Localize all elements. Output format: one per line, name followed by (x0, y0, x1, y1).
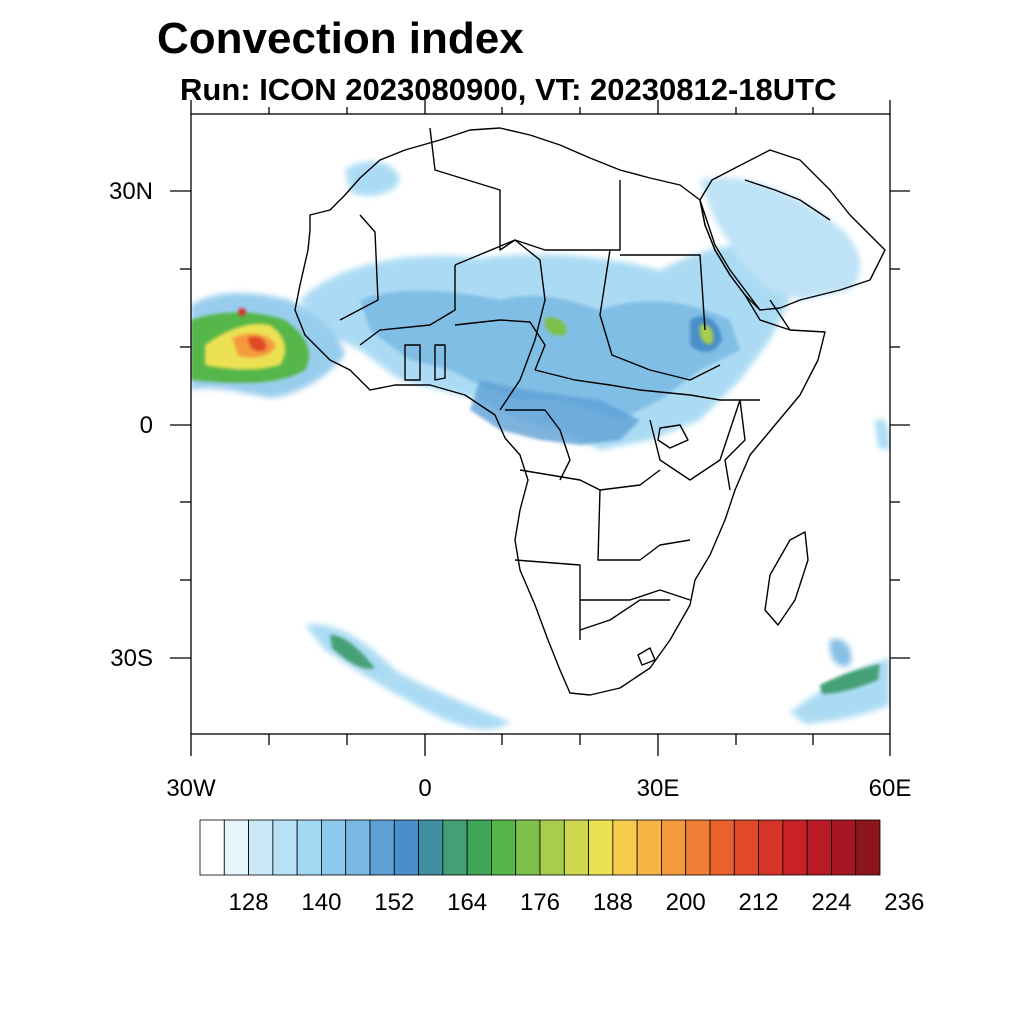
colorbar-swatch (806, 819, 832, 876)
lat-label-30s: 30S (110, 645, 153, 672)
colorbar-label: 188 (592, 889, 633, 916)
plot-frame (190, 113, 891, 735)
lesotho (637, 647, 656, 666)
field-core-red (248, 336, 267, 352)
colorbar-swatch (855, 819, 881, 876)
border-16 (579, 599, 670, 631)
border-7 (359, 265, 456, 346)
colorbar-swatch (442, 819, 468, 876)
field-south-atl-mid (330, 635, 375, 669)
border-2 (429, 127, 546, 251)
border-15 (580, 589, 691, 601)
colorbar-label: 236 (884, 889, 925, 916)
border-21 (769, 299, 791, 331)
colorbar-label: 176 (519, 889, 561, 916)
border-1 (339, 214, 379, 321)
border-8 (454, 319, 546, 371)
border-11 (519, 469, 661, 491)
field-madagascar-e (829, 639, 852, 667)
red-sea (699, 199, 761, 311)
colorbar-swatch (758, 819, 784, 876)
lon-label-60e: 60E (868, 775, 912, 802)
colorbar-swatch (733, 819, 759, 876)
lon-label-30w: 30W (166, 775, 216, 802)
colorbar-swatch (661, 819, 687, 876)
colorbar-label: 200 (665, 889, 706, 916)
border-5 (454, 239, 546, 411)
border-3 (545, 180, 621, 251)
field-arabia-light (700, 177, 861, 300)
madagascar (764, 531, 809, 626)
colorbar-swatch (563, 819, 589, 876)
colorbar-swatch (369, 819, 395, 876)
colorbar-swatch (612, 819, 638, 876)
colorbar-swatch (636, 819, 662, 876)
field-green-ssudan (544, 317, 567, 336)
colorbar-swatch (272, 819, 298, 876)
colorbar-swatch (831, 819, 857, 876)
border-6 (599, 249, 721, 381)
convection-field (191, 161, 890, 730)
border-17 (724, 399, 746, 491)
colorbar-label: 224 (811, 889, 852, 916)
border-19 (404, 344, 421, 381)
border-4 (620, 254, 706, 331)
lat-label-0: 0 (139, 412, 153, 439)
field-atlas-light (345, 161, 400, 196)
colorbar-swatch (515, 819, 541, 876)
map-boundaries (294, 127, 886, 696)
colorbar-swatch (296, 819, 322, 876)
border-9 (534, 369, 691, 396)
field-indian-mid (820, 664, 880, 694)
field-green-ethiopia (699, 324, 714, 345)
field-sahel-mid (360, 290, 740, 420)
border-14 (514, 559, 581, 640)
border-22 (744, 179, 831, 221)
colorbar-swatch (199, 819, 225, 876)
colorbar-label: 164 (447, 889, 488, 916)
colorbar-swatch (418, 819, 444, 876)
chart-subtitle: Run: ICON 2023080900, VT: 20230812-18UTC (180, 72, 837, 107)
colorbar-swatch (539, 819, 565, 876)
colorbar (199, 819, 881, 876)
colorbar-label: 140 (301, 889, 342, 916)
colorbar-swatch (466, 819, 492, 876)
colorbar-swatch (248, 819, 274, 876)
lon-label-0: 0 (418, 775, 432, 802)
border-20 (434, 344, 446, 381)
border-10 (505, 409, 571, 481)
axis-ticks (170, 100, 910, 756)
colorbar-swatch (345, 819, 371, 876)
colorbar-label: 212 (738, 889, 779, 916)
colorbar-label: 152 (374, 889, 415, 916)
chart-title: Convection index (157, 14, 524, 63)
colorbar-swatch (223, 819, 249, 876)
border-13 (597, 489, 691, 561)
colorbar-swatch (709, 819, 735, 876)
lake-victoria (657, 424, 689, 449)
lon-label-30e: 30E (636, 775, 680, 802)
field-congo-mid (470, 380, 640, 445)
colorbar-swatch (782, 819, 808, 876)
colorbar-swatch (321, 819, 347, 876)
colorbar-swatch (393, 819, 419, 876)
border-12 (649, 399, 741, 481)
colorbar-swatch (588, 819, 614, 876)
arabia-coastline (699, 149, 886, 311)
colorbar-label: 128 (228, 889, 269, 916)
lat-label-30n: 30N (108, 178, 153, 205)
field-core-spot (238, 308, 246, 316)
border-18 (689, 394, 760, 401)
colorbar-swatch (685, 819, 711, 876)
africa-coastline (294, 127, 826, 696)
colorbar-swatch (491, 819, 517, 876)
field-east-eq (875, 418, 890, 450)
